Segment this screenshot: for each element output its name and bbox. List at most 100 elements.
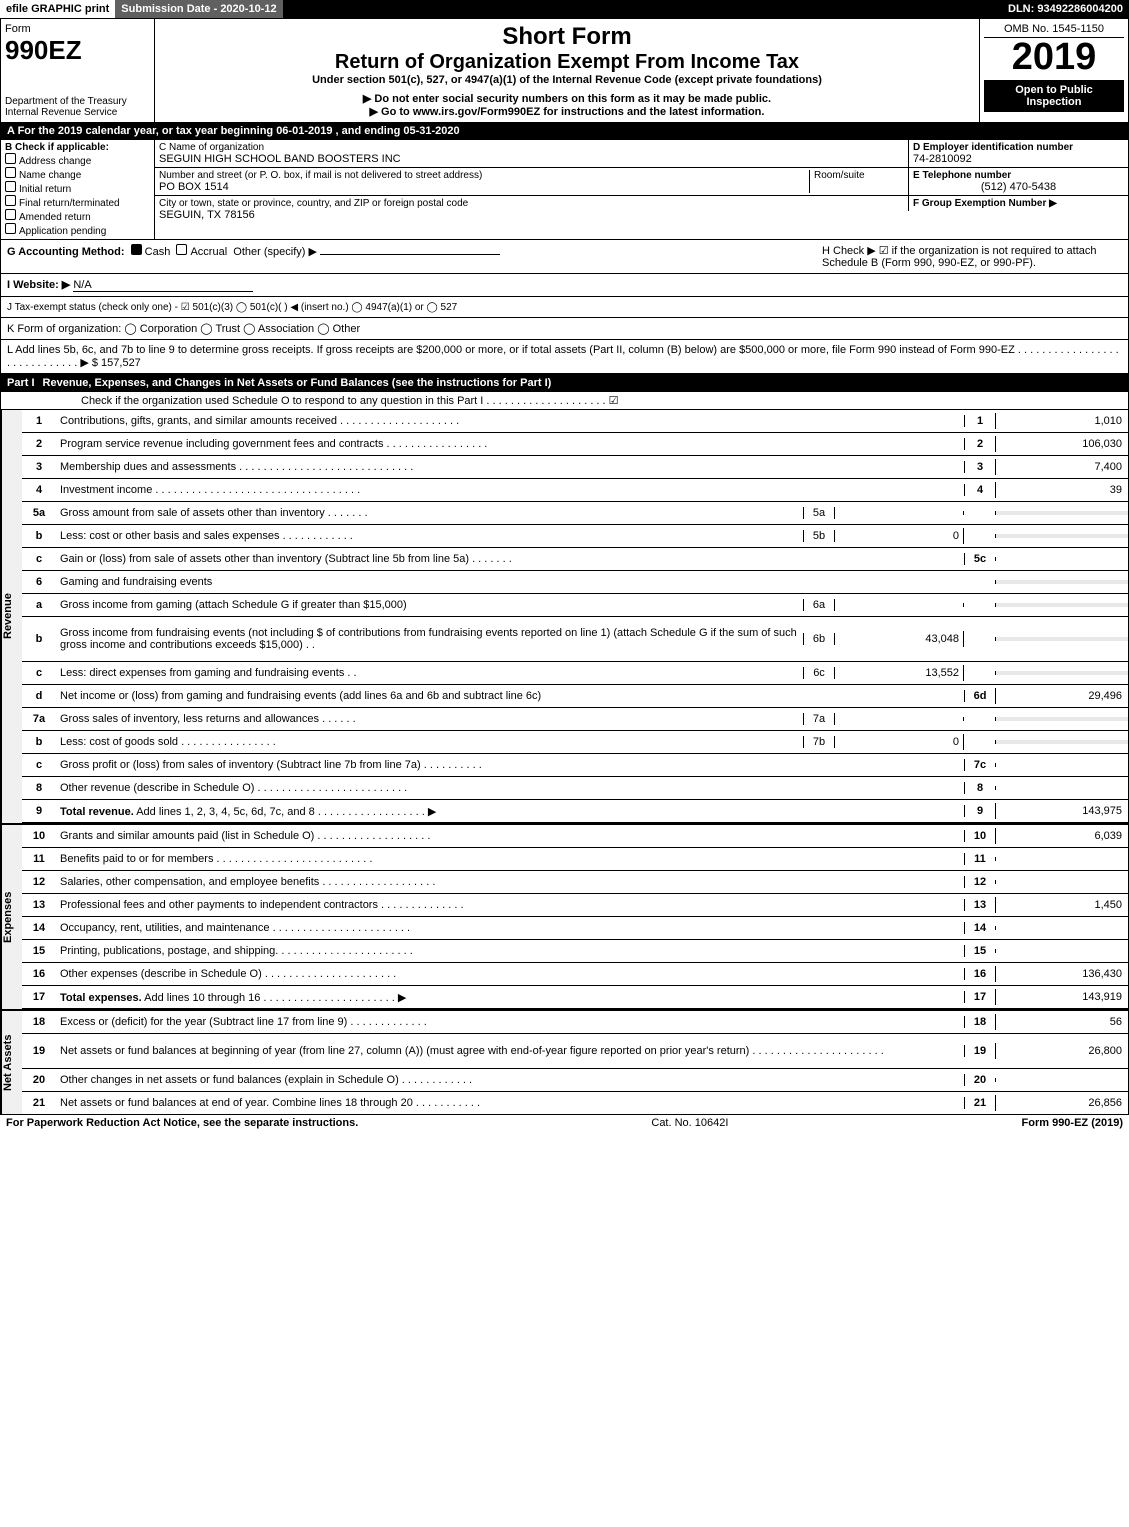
- ln6a-sv: [835, 603, 964, 607]
- ln13-d: Professional fees and other payments to …: [56, 897, 964, 913]
- ln6-n: 6: [22, 574, 56, 590]
- ln11-d: Benefits paid to or for members . . . . …: [56, 851, 964, 867]
- ln19-fn: 19: [964, 1045, 995, 1057]
- warn-ssn: ▶ Do not enter social security numbers o…: [159, 92, 975, 105]
- ln18-d: Excess or (deficit) for the year (Subtra…: [56, 1014, 964, 1030]
- j-label: J Tax-exempt status (check only one) - ☑…: [7, 302, 457, 313]
- footer-mid: Cat. No. 10642I: [651, 1117, 728, 1129]
- ln17-d2: Add lines 10 through 16 . . . . . . . . …: [142, 992, 407, 1004]
- ln5c-v: [995, 557, 1128, 561]
- ln7b-n: b: [22, 734, 56, 750]
- ln6b-sn: 6b: [803, 633, 835, 645]
- dept-label: Department of the Treasury: [5, 96, 150, 107]
- g-other[interactable]: Other (specify) ▶: [233, 246, 317, 258]
- ln9-fn: 9: [964, 805, 995, 817]
- open-to-public: Open to Public Inspection: [984, 80, 1124, 112]
- netassets-section: Net Assets 18Excess or (deficit) for the…: [1, 1009, 1128, 1114]
- ln5b-d: Less: cost or other basis and sales expe…: [56, 528, 803, 544]
- part1-check: Check if the organization used Schedule …: [1, 392, 1128, 410]
- g-accrual[interactable]: Accrual: [190, 246, 227, 258]
- ln7a-sv: [835, 717, 964, 721]
- ln8-fn: 8: [964, 782, 995, 794]
- footer-left: For Paperwork Reduction Act Notice, see …: [6, 1117, 358, 1129]
- form-header: Form 990EZ Department of the Treasury In…: [1, 19, 1128, 123]
- ln15-v: [995, 949, 1128, 953]
- room-label: Room/suite: [809, 170, 904, 193]
- ln6d-n: d: [22, 688, 56, 704]
- ln11-fn: 11: [964, 853, 995, 865]
- ln16-fn: 16: [964, 968, 995, 980]
- ln7b-d: Less: cost of goods sold . . . . . . . .…: [56, 734, 803, 750]
- tax-year: 2019: [984, 38, 1124, 76]
- ln16-d: Other expenses (describe in Schedule O) …: [56, 966, 964, 982]
- ln12-v: [995, 880, 1128, 884]
- footer: For Paperwork Reduction Act Notice, see …: [0, 1115, 1129, 1131]
- ln21-n: 21: [22, 1095, 56, 1111]
- ln6a-sn: 6a: [803, 599, 835, 611]
- ln4-v: 39: [995, 482, 1128, 498]
- ln2-v: 106,030: [995, 436, 1128, 452]
- ln12-fn: 12: [964, 876, 995, 888]
- h-label: H Check ▶ ☑ if the organization is not r…: [822, 244, 1122, 269]
- part1-label: Part I: [7, 377, 43, 389]
- ln5a-sn: 5a: [803, 507, 835, 519]
- ln8-v: [995, 786, 1128, 790]
- expenses-section: Expenses 10Grants and similar amounts pa…: [1, 823, 1128, 1009]
- revenue-section: Revenue 1Contributions, gifts, grants, a…: [1, 410, 1128, 823]
- ln2-d: Program service revenue including govern…: [56, 436, 964, 452]
- ln5c-n: c: [22, 551, 56, 567]
- ln10-v: 6,039: [995, 828, 1128, 844]
- expenses-side-label: Expenses: [1, 825, 22, 1009]
- form-label: Form: [5, 23, 150, 35]
- ln5c-d: Gain or (loss) from sale of assets other…: [56, 551, 964, 567]
- b-opt-2[interactable]: Initial return: [19, 184, 71, 195]
- ln21-fn: 21: [964, 1097, 995, 1109]
- ln6c-d: Less: direct expenses from gaming and fu…: [56, 665, 803, 681]
- ln5b-sv: 0: [835, 528, 964, 544]
- ln1-d: Contributions, gifts, grants, and simila…: [56, 413, 964, 429]
- ln18-v: 56: [995, 1014, 1128, 1030]
- g-cash[interactable]: Cash: [145, 246, 171, 258]
- ln19-n: 19: [22, 1043, 56, 1059]
- subtitle: Under section 501(c), 527, or 4947(a)(1)…: [159, 74, 975, 86]
- b-opt-0[interactable]: Address change: [19, 156, 91, 167]
- g-h-row: G Accounting Method: Cash Accrual Other …: [1, 240, 1128, 274]
- ln17-fn: 17: [964, 991, 995, 1003]
- ln21-v: 26,856: [995, 1095, 1128, 1111]
- g-label: G Accounting Method:: [7, 246, 125, 258]
- ln5b-n: b: [22, 528, 56, 544]
- ln15-d: Printing, publications, postage, and shi…: [56, 943, 964, 959]
- ln14-v: [995, 926, 1128, 930]
- b-opt-5[interactable]: Application pending: [19, 226, 106, 237]
- b-opt-4[interactable]: Amended return: [19, 212, 91, 223]
- ln18-fn: 18: [964, 1016, 995, 1028]
- ln9-v: 143,975: [995, 803, 1128, 819]
- ln6d-fn: 6d: [964, 690, 995, 702]
- b-opt-1[interactable]: Name change: [19, 170, 81, 181]
- ln20-d: Other changes in net assets or fund bala…: [56, 1072, 964, 1088]
- ln12-n: 12: [22, 874, 56, 890]
- i-label: I Website: ▶: [7, 279, 70, 291]
- netassets-side-label: Net Assets: [1, 1011, 22, 1114]
- ln14-fn: 14: [964, 922, 995, 934]
- part1-header: Part I Revenue, Expenses, and Changes in…: [1, 374, 1128, 392]
- b-opt-3[interactable]: Final return/terminated: [19, 198, 120, 209]
- ln16-v: 136,430: [995, 966, 1128, 982]
- ln1-n: 1: [22, 413, 56, 429]
- ln9-bold: Total revenue.: [60, 806, 134, 818]
- ln6b-v: [995, 637, 1128, 641]
- ln5a-n: 5a: [22, 505, 56, 521]
- efile-label[interactable]: efile GRAPHIC print: [0, 0, 115, 18]
- ln20-n: 20: [22, 1072, 56, 1088]
- ln17-bold: Total expenses.: [60, 992, 142, 1004]
- ln4-fn: 4: [964, 484, 995, 496]
- ln17-n: 17: [22, 989, 56, 1005]
- ln5b-sn: 5b: [803, 530, 835, 542]
- ln6d-d: Net income or (loss) from gaming and fun…: [56, 688, 964, 704]
- top-bar: efile GRAPHIC print Submission Date - 20…: [0, 0, 1129, 18]
- info-grid: B Check if applicable: Address change Na…: [1, 140, 1128, 240]
- c-city-val: SEGUIN, TX 78156: [159, 209, 904, 221]
- ln14-d: Occupancy, rent, utilities, and maintena…: [56, 920, 964, 936]
- l-row: L Add lines 5b, 6c, and 7b to line 9 to …: [1, 340, 1128, 374]
- e-label: E Telephone number: [913, 170, 1124, 181]
